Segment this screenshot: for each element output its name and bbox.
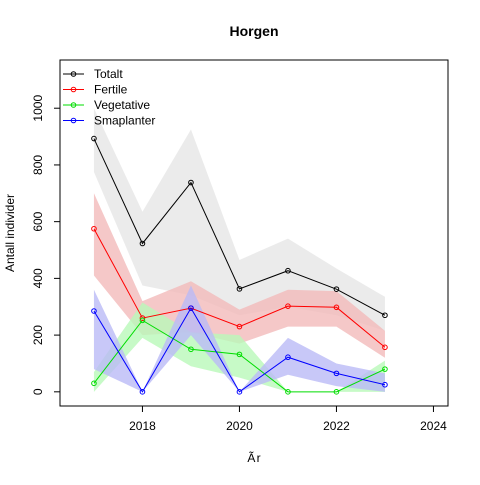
- x-axis: 2018 2020 2022 2024: [129, 406, 447, 433]
- legend-label-totalt: Totalt: [94, 67, 123, 81]
- x-axis-title: Ã r: [247, 451, 260, 465]
- y-tick-label: 1000: [31, 95, 45, 122]
- legend-label-vegetative: Vegetative: [94, 98, 150, 112]
- chart-title: Horgen: [230, 23, 279, 39]
- legend-item-fertile: Fertile: [63, 83, 128, 97]
- x-tick-label: 2022: [323, 419, 350, 433]
- y-tick-label: 600: [31, 211, 45, 231]
- legend-item-vegetative: Vegetative: [63, 98, 150, 112]
- y-tick-label: 400: [31, 268, 45, 288]
- y-tick-label: 200: [31, 325, 45, 345]
- x-tick-label: 2018: [129, 419, 156, 433]
- legend-label-smaplanter: Smaplanter: [94, 114, 155, 128]
- legend-label-fertile: Fertile: [94, 83, 128, 97]
- x-tick-label: 2024: [420, 419, 447, 433]
- y-tick-label: 0: [31, 388, 45, 395]
- legend-item-totalt: Totalt: [63, 67, 123, 81]
- confidence-bands: [94, 108, 385, 392]
- y-axis-title: Antall individer: [3, 194, 17, 272]
- x-tick-label: 2020: [226, 419, 253, 433]
- legend: Totalt FertileVegetative Smaplanter: [63, 67, 155, 128]
- y-axis: 0 200 400 600 800 1000: [31, 95, 60, 396]
- legend-item-smaplanter: Smaplanter: [63, 114, 155, 128]
- y-tick-label: 800: [31, 155, 45, 175]
